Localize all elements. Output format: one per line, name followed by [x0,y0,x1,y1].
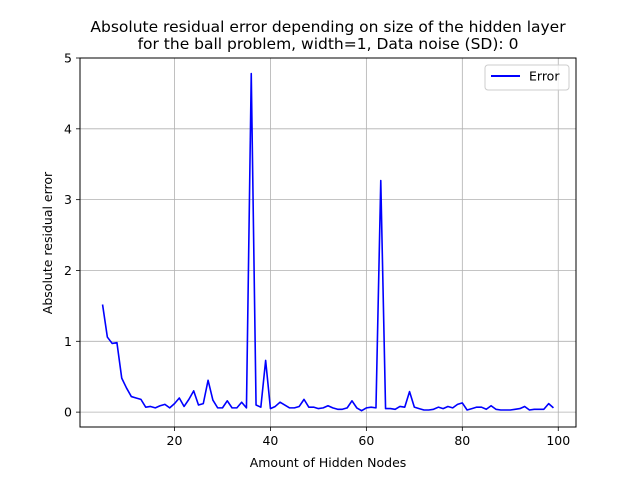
x-tick-label: 60 [358,433,374,448]
y-tick-label: 0 [64,405,72,420]
legend: Error [484,64,570,91]
legend-box [484,64,570,91]
axes-frame [79,57,577,428]
legend-label-error: Error [529,69,560,84]
y-tick-label: 3 [64,192,72,207]
x-axis-label: Amount of Hidden Nodes [250,455,407,470]
series-line-error [101,72,554,412]
x-tick-label: 100 [546,433,570,448]
y-tick-label: 2 [64,263,72,278]
ticks: 20 40 60 80 100 0 1 2 3 4 5 [64,51,570,449]
chart-title: Absolute residual error depending on siz… [90,18,566,36]
y-tick-label: 5 [64,51,72,66]
y-axis-label: Absolute residual error [40,171,55,314]
y-tick-label: 1 [64,334,72,349]
x-tick-label: 80 [454,433,470,448]
x-tick-label: 40 [262,433,278,448]
x-tick-label: 20 [167,433,183,448]
y-tick-label: 4 [64,121,72,136]
grid [80,57,576,427]
chart-subtitle: for the ball problem, width=1, Data nois… [138,35,519,53]
plot-area [101,72,554,412]
